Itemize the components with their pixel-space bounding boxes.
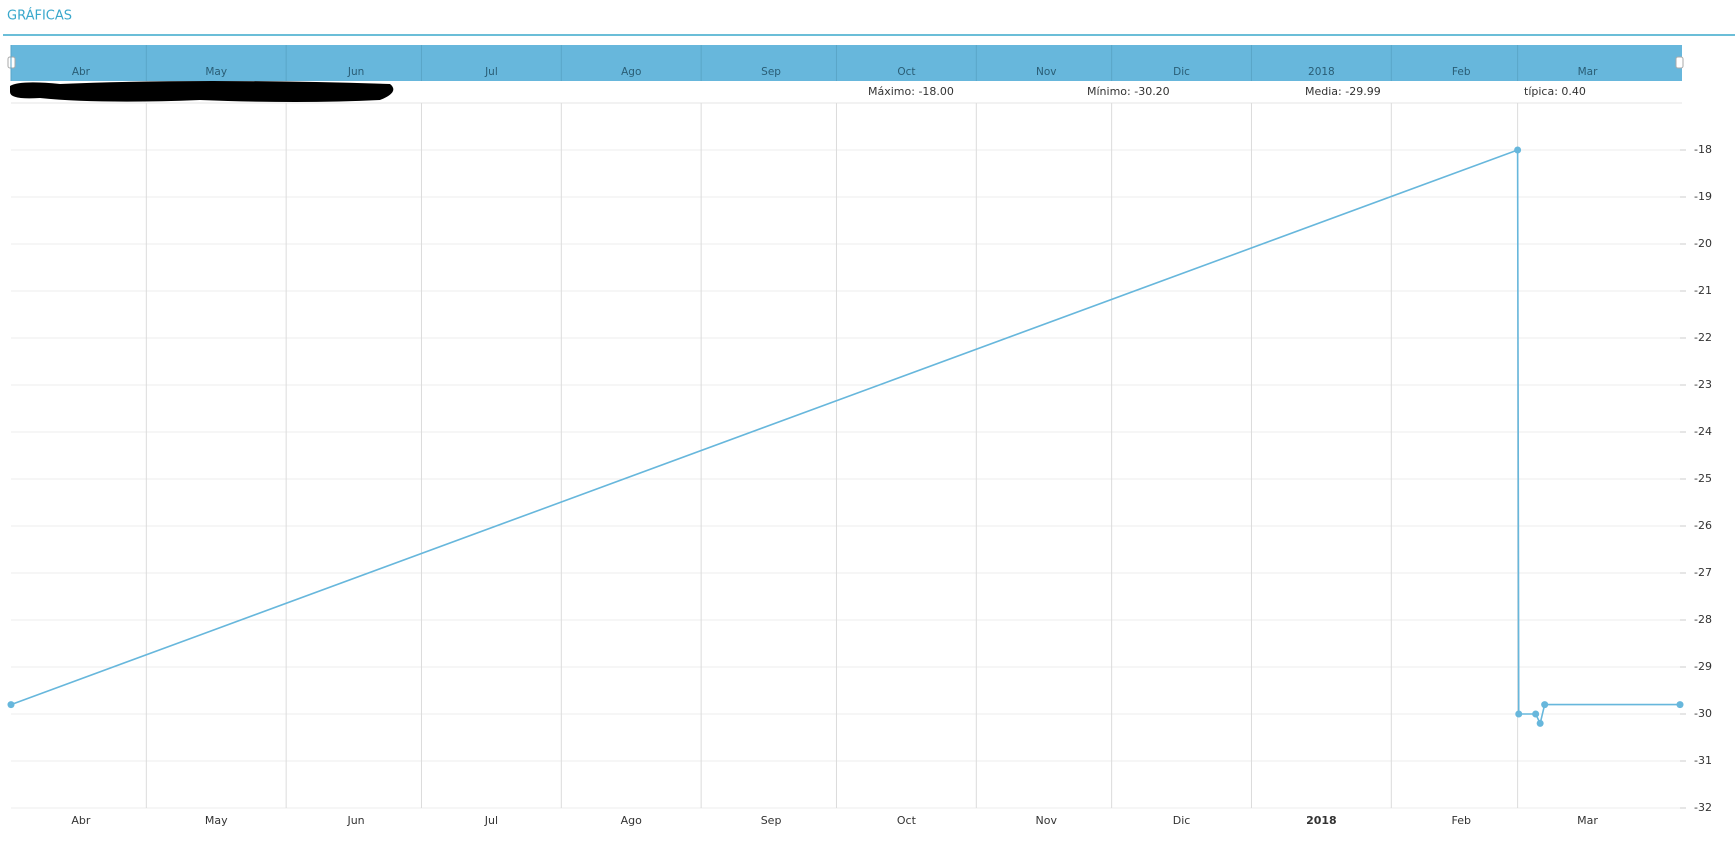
- y-tick-label: -32: [1694, 801, 1712, 814]
- data-point: [1536, 719, 1544, 727]
- navigator-label: Dic: [1173, 66, 1190, 78]
- y-tick-label: -20: [1694, 237, 1712, 250]
- navigator-label: Jun: [347, 66, 364, 78]
- navigator-label: Ago: [621, 66, 641, 78]
- navigator[interactable]: [11, 45, 1682, 81]
- data-point: [1514, 146, 1522, 154]
- y-tick-label: -30: [1694, 707, 1712, 720]
- y-tick-label: -25: [1694, 472, 1712, 485]
- x-tick-label: Oct: [897, 814, 917, 827]
- navigator-label: Abr: [72, 66, 91, 78]
- stat-label: típica: 0.40: [1524, 85, 1586, 98]
- stat-label: Máximo: -18.00: [868, 85, 954, 98]
- data-point: [1532, 710, 1540, 718]
- x-tick-label: 2018: [1306, 814, 1337, 827]
- data-point: [1676, 701, 1684, 709]
- x-tick-label: Feb: [1451, 814, 1470, 827]
- y-tick-label: -23: [1694, 378, 1712, 391]
- x-tick-label: Sep: [761, 814, 782, 827]
- x-tick-label: Mar: [1577, 814, 1598, 827]
- data-point: [1515, 710, 1523, 718]
- redaction: [10, 81, 394, 102]
- navigator-label: Oct: [897, 66, 915, 78]
- navigator-label: 2018: [1308, 66, 1335, 78]
- stat-label: Media: -29.99: [1305, 85, 1381, 98]
- y-tick-label: -29: [1694, 660, 1712, 673]
- y-tick-label: -21: [1694, 284, 1712, 297]
- navigator-label: May: [205, 66, 227, 78]
- y-tick-label: -24: [1694, 425, 1712, 438]
- navigator-label: Sep: [761, 66, 781, 78]
- y-tick-label: -27: [1694, 566, 1712, 579]
- navigator-label: Feb: [1452, 66, 1471, 78]
- y-tick-label: -19: [1694, 190, 1712, 203]
- navigator-label: Nov: [1036, 66, 1057, 78]
- x-tick-label: Nov: [1035, 814, 1057, 827]
- y-tick-label: -26: [1694, 519, 1712, 532]
- x-tick-label: Jul: [484, 814, 498, 827]
- data-point: [7, 701, 15, 709]
- navigator-label: Jul: [484, 66, 498, 78]
- data-point: [1541, 701, 1549, 709]
- page-title: GRÁFICAS: [7, 8, 72, 24]
- y-tick-label: -18: [1694, 143, 1712, 156]
- navigator-handle[interactable]: [1675, 56, 1684, 69]
- y-tick-label: -22: [1694, 331, 1712, 344]
- x-tick-label: May: [205, 814, 228, 827]
- navigator-label: Mar: [1578, 66, 1598, 78]
- x-tick-label: Dic: [1173, 814, 1191, 827]
- x-tick-label: Ago: [621, 814, 643, 827]
- x-tick-label: Jun: [346, 814, 364, 827]
- stat-label: Mínimo: -30.20: [1087, 85, 1170, 98]
- y-tick-label: -31: [1694, 754, 1712, 767]
- series-line: [10, 148, 1680, 726]
- x-tick-label: Abr: [71, 814, 91, 827]
- y-tick-label: -28: [1694, 613, 1712, 626]
